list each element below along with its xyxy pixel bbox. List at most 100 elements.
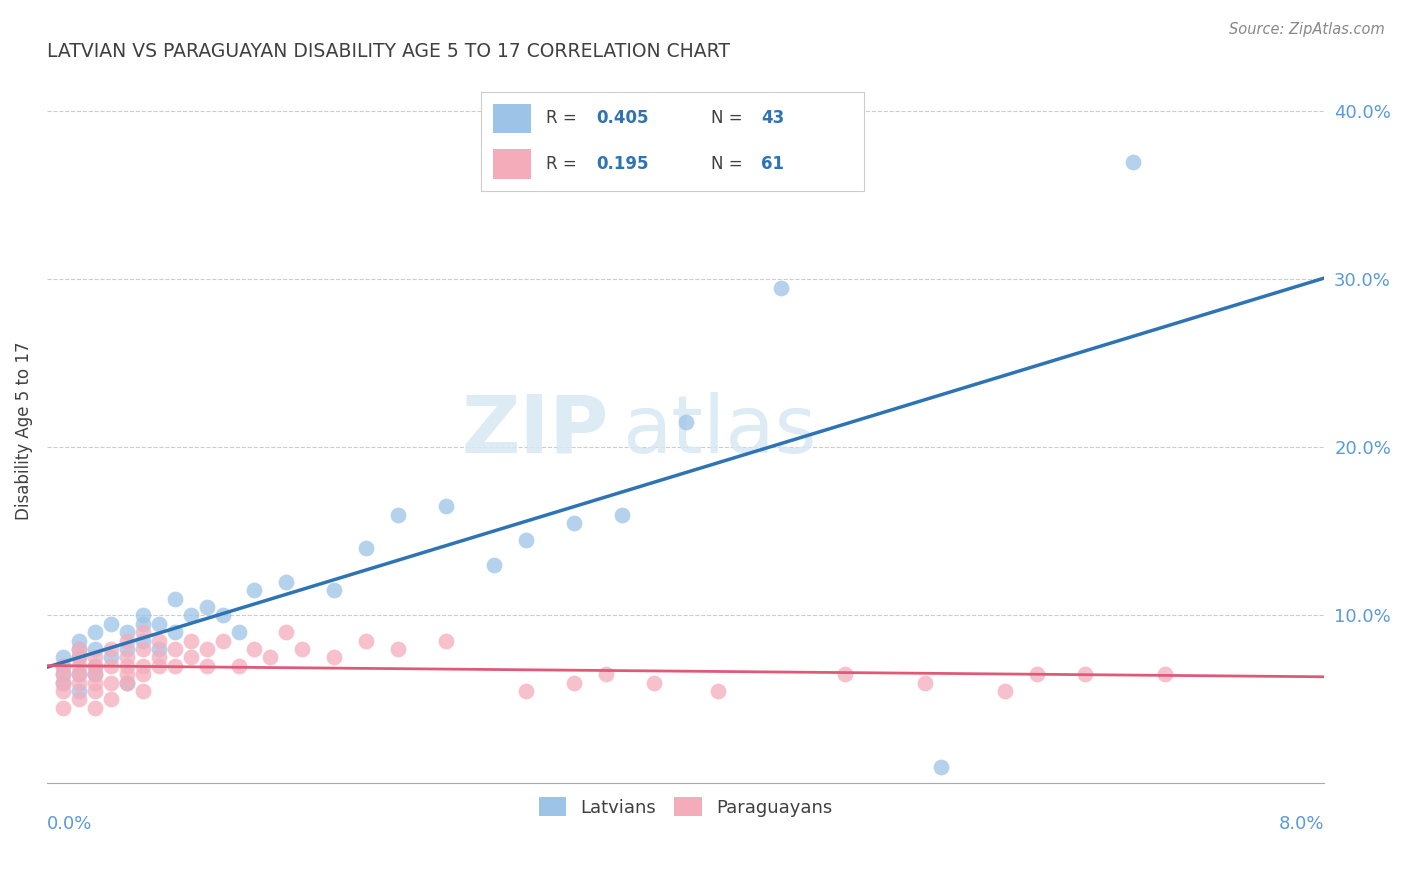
Point (163, 625, 186, 640)
Point (115, 667, 138, 681)
Point (675, 415, 697, 429)
Point (515, 684, 537, 698)
Point (770, 281, 793, 295)
Point (52, 675, 75, 690)
Point (1026, 667, 1049, 681)
Point (67, 633, 90, 648)
Text: 8.0%: 8.0% (1279, 815, 1324, 833)
Point (180, 633, 202, 648)
Point (148, 642, 170, 657)
Point (562, 516, 585, 530)
Point (83, 667, 105, 681)
Point (115, 633, 138, 648)
Legend: Latvians, Paraguayans: Latvians, Paraguayans (531, 790, 839, 824)
Point (100, 642, 122, 657)
Point (83, 625, 105, 640)
Point (148, 633, 170, 648)
Text: ZIP: ZIP (461, 392, 609, 469)
Point (1122, 154, 1144, 169)
Point (52, 684, 75, 698)
Point (131, 616, 153, 631)
Point (228, 625, 250, 640)
Text: LATVIAN VS PARAGUAYAN DISABILITY AGE 5 TO 17 CORRELATION CHART: LATVIAN VS PARAGUAYAN DISABILITY AGE 5 T… (46, 42, 730, 61)
Point (52, 675, 75, 690)
Point (67, 675, 90, 690)
Point (67, 667, 90, 681)
Text: 0.0%: 0.0% (46, 815, 93, 833)
Point (83, 650, 105, 665)
Point (131, 633, 153, 648)
Point (100, 658, 122, 673)
Point (83, 658, 105, 673)
Point (148, 658, 170, 673)
Point (52, 658, 75, 673)
Point (356, 541, 378, 556)
Point (706, 684, 728, 698)
Point (195, 658, 218, 673)
Point (643, 675, 665, 690)
Point (291, 642, 314, 657)
Point (83, 701, 105, 715)
Point (228, 658, 250, 673)
Point (243, 642, 266, 657)
Point (163, 591, 186, 606)
Point (67, 684, 90, 698)
Point (131, 625, 153, 640)
Point (195, 600, 218, 615)
Point (195, 642, 218, 657)
Point (100, 675, 122, 690)
Text: Source: ZipAtlas.com: Source: ZipAtlas.com (1229, 22, 1385, 37)
Point (67, 642, 90, 657)
Point (434, 499, 457, 513)
Point (929, 760, 952, 774)
Point (67, 642, 90, 657)
Point (67, 692, 90, 706)
Point (52, 701, 75, 715)
Point (1153, 667, 1175, 681)
Point (148, 650, 170, 665)
Point (131, 608, 153, 623)
Text: atlas: atlas (621, 392, 815, 469)
Point (610, 508, 633, 522)
Point (211, 608, 233, 623)
Point (1074, 667, 1097, 681)
Point (834, 667, 856, 681)
Point (52, 667, 75, 681)
Point (595, 667, 617, 681)
Point (100, 692, 122, 706)
Point (562, 675, 585, 690)
Point (482, 558, 505, 572)
Point (100, 616, 122, 631)
Point (180, 608, 202, 623)
Point (67, 658, 90, 673)
Point (323, 583, 346, 598)
Point (83, 675, 105, 690)
Point (115, 658, 138, 673)
Point (387, 642, 409, 657)
Point (83, 667, 105, 681)
Point (67, 650, 90, 665)
Point (52, 650, 75, 665)
Point (100, 650, 122, 665)
Point (115, 675, 138, 690)
Point (115, 642, 138, 657)
Point (131, 684, 153, 698)
Point (131, 667, 153, 681)
Point (180, 650, 202, 665)
Y-axis label: Disability Age 5 to 17: Disability Age 5 to 17 (15, 342, 32, 520)
Point (115, 675, 138, 690)
Point (387, 508, 409, 522)
Point (276, 625, 298, 640)
Point (83, 658, 105, 673)
Point (914, 675, 936, 690)
Point (259, 650, 281, 665)
Point (52, 667, 75, 681)
Point (148, 616, 170, 631)
Point (115, 625, 138, 640)
Point (83, 684, 105, 698)
Point (163, 642, 186, 657)
Point (131, 642, 153, 657)
Point (515, 533, 537, 547)
Point (356, 633, 378, 648)
Point (243, 583, 266, 598)
